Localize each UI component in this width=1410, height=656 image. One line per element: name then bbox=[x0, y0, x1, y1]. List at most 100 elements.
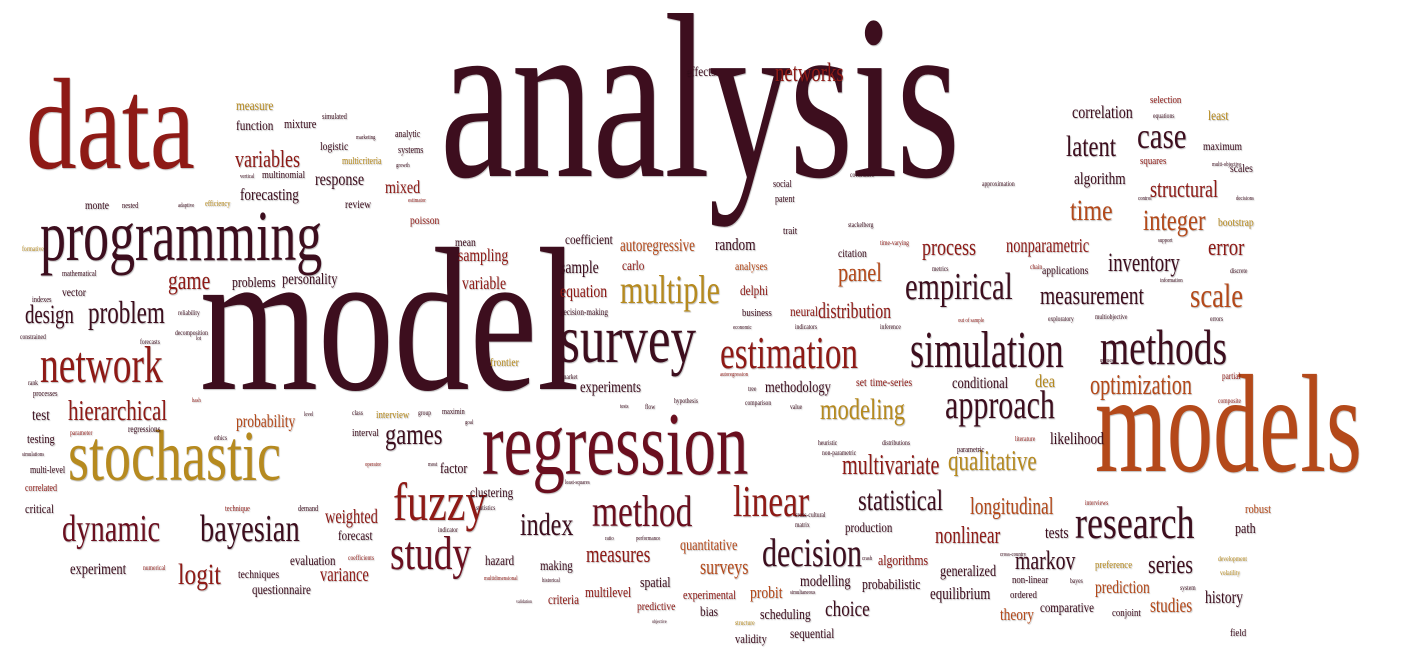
word-index: index bbox=[520, 506, 574, 542]
word-predictive: predictive bbox=[637, 599, 676, 613]
word-multicriteria: multicriteria bbox=[342, 156, 382, 167]
word-time: time bbox=[1070, 194, 1113, 227]
word-distributions: distributions bbox=[882, 439, 911, 447]
word-multilevel: multilevel bbox=[585, 585, 632, 601]
word-non-parametric: non-parametric bbox=[822, 449, 857, 457]
word-objective: objective bbox=[652, 620, 667, 625]
word-bootstrap: bootstrap bbox=[1218, 215, 1254, 229]
word-test: test bbox=[32, 407, 50, 424]
word-simultaneous: simultaneous bbox=[790, 590, 816, 596]
word-interview: interview bbox=[376, 409, 410, 421]
word-covariance: covariance bbox=[850, 171, 875, 179]
word-longitudinal: longitudinal bbox=[970, 494, 1054, 520]
word-estimation: estimation bbox=[720, 327, 858, 378]
word-bayesian: bayesian bbox=[200, 508, 300, 550]
word-neural: neural bbox=[790, 305, 818, 320]
word-error: error bbox=[1208, 235, 1245, 261]
word-algorithm: algorithm bbox=[1074, 169, 1126, 188]
word-problem: problem bbox=[88, 294, 165, 330]
word-applications: applications bbox=[1042, 263, 1089, 277]
word-queues: queues bbox=[1100, 358, 1114, 364]
word-multi-objective: multi-objective bbox=[1212, 162, 1242, 168]
word-preference: preference bbox=[1095, 559, 1133, 571]
word-goal: goal bbox=[465, 420, 474, 426]
word-information: information bbox=[1160, 278, 1183, 284]
word-performance: performance bbox=[636, 536, 661, 542]
word-distribution: distribution bbox=[818, 298, 892, 323]
word-marketing: marketing bbox=[356, 135, 376, 141]
word-comparison: comparison bbox=[745, 399, 772, 407]
word-validation: validation bbox=[516, 600, 532, 605]
word-networks: networks bbox=[775, 58, 844, 87]
word-multidimensional: multidimensional bbox=[484, 576, 518, 582]
word-measures: measures bbox=[586, 542, 651, 568]
word-structure: structure bbox=[735, 619, 755, 627]
word-interviews: interviews bbox=[1085, 499, 1109, 507]
word-algorithms: algorithms bbox=[878, 553, 929, 569]
word-simulation: simulation bbox=[910, 322, 1064, 379]
word-series: series bbox=[1148, 550, 1193, 579]
word-path: path bbox=[1235, 521, 1256, 537]
word-regressions: regressions bbox=[128, 424, 161, 434]
word-sampling: sampling bbox=[458, 245, 509, 265]
word-programming: programming bbox=[40, 196, 323, 276]
word-criteria: criteria bbox=[548, 593, 579, 608]
word-effects: effects bbox=[686, 65, 716, 80]
word-regression: regression bbox=[482, 395, 749, 494]
word-conditional: conditional bbox=[952, 375, 1009, 392]
word-ordered: ordered bbox=[1010, 589, 1037, 601]
word-choice: choice bbox=[825, 596, 870, 621]
word-method: method bbox=[592, 487, 693, 536]
word-qualitative: qualitative bbox=[948, 446, 1037, 477]
word-lot: lot bbox=[196, 336, 202, 342]
word-experiment: experiment bbox=[70, 561, 127, 578]
word-experimental: experimental bbox=[683, 587, 736, 602]
word-autoregressive: autoregressive bbox=[620, 235, 695, 255]
word-response: response bbox=[315, 169, 365, 189]
word-experiments: experiments bbox=[580, 379, 641, 396]
word-nested: nested bbox=[122, 201, 139, 210]
word-vertical: vertical bbox=[240, 174, 255, 180]
word-patent: patent bbox=[775, 194, 795, 205]
word-integer: integer bbox=[1143, 204, 1206, 237]
word-evaluation: evaluation bbox=[290, 554, 336, 569]
word-scheduling: scheduling bbox=[760, 607, 811, 623]
word-probabilistic: probabilistic bbox=[862, 577, 921, 593]
word-history: history bbox=[1205, 587, 1244, 607]
word-process: process bbox=[922, 235, 976, 261]
word-studies: studies bbox=[1150, 595, 1193, 617]
word-trait: trait bbox=[783, 225, 798, 237]
word-discrete: discrete bbox=[1230, 267, 1248, 275]
word-game: game bbox=[168, 266, 211, 295]
word-errors: errors bbox=[1210, 315, 1224, 323]
word-hash: hash bbox=[192, 398, 201, 404]
word-approximation: approximation bbox=[982, 180, 1015, 188]
word-nonparametric: nonparametric bbox=[1006, 235, 1090, 257]
word-multinomial: multinomial bbox=[262, 169, 306, 181]
word-efficiency: efficiency bbox=[205, 199, 231, 208]
word-inventory: inventory bbox=[1108, 248, 1180, 277]
word-study: study bbox=[390, 527, 472, 580]
word-scales: scales bbox=[1230, 161, 1253, 175]
word-scale: scale bbox=[1190, 278, 1244, 315]
word-panel: panel bbox=[838, 258, 882, 287]
word-coefficient: coefficient bbox=[565, 233, 613, 248]
word-tests: tests bbox=[1045, 523, 1069, 542]
word-multi-level: multi-level bbox=[30, 465, 66, 476]
word-personality: personality bbox=[282, 271, 338, 288]
word-ethics: ethics bbox=[214, 434, 228, 442]
word-correlation: correlation bbox=[1072, 102, 1133, 122]
word-mathematical: mathematical bbox=[62, 269, 97, 278]
word-optimization: optimization bbox=[1090, 370, 1192, 401]
word-literature: literature bbox=[1015, 435, 1036, 443]
word-conjoint: conjoint bbox=[1112, 607, 1141, 619]
word-reliability: reliability bbox=[178, 309, 200, 317]
word-markov: markov bbox=[1015, 546, 1076, 575]
word-adaptive: adaptive bbox=[178, 203, 195, 209]
word-research: research bbox=[1075, 497, 1195, 548]
word-development: development bbox=[1218, 555, 1247, 563]
word-vector: vector bbox=[62, 285, 86, 299]
word-multivariate: multivariate bbox=[842, 450, 940, 481]
word-parametric: parametric bbox=[957, 445, 985, 454]
